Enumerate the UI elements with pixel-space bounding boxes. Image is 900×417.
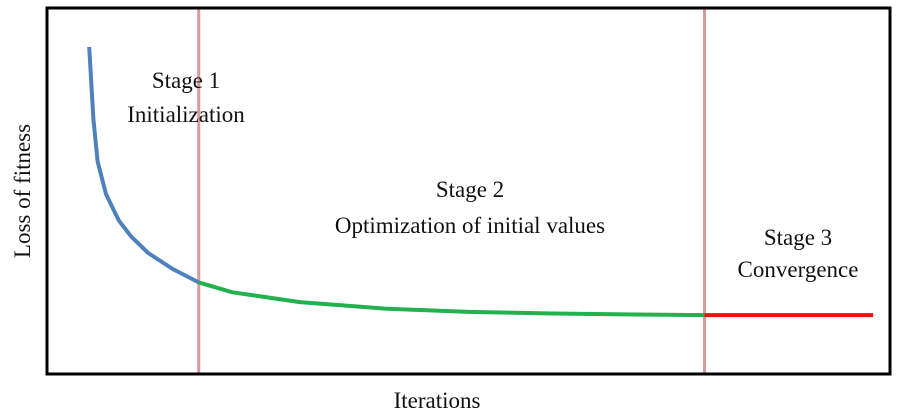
series-line-2: [198, 280, 705, 318]
series-line-1: [87, 46, 200, 285]
x-axis-label: Iterations: [394, 388, 481, 413]
plot-frame: [45, 6, 892, 376]
stage-2-title: Stage 2: [436, 177, 504, 202]
y-axis-label: Loss of fitness: [10, 124, 35, 258]
stage-1-title: Stage 1: [152, 68, 220, 93]
stage-1-subtitle: Initialization: [127, 102, 245, 127]
series-layer: [87, 46, 874, 318]
stage-3-subtitle: Convergence: [738, 257, 859, 282]
stage-3-title: Stage 3: [764, 225, 832, 250]
stage-2-subtitle: Optimization of initial values: [335, 213, 605, 238]
